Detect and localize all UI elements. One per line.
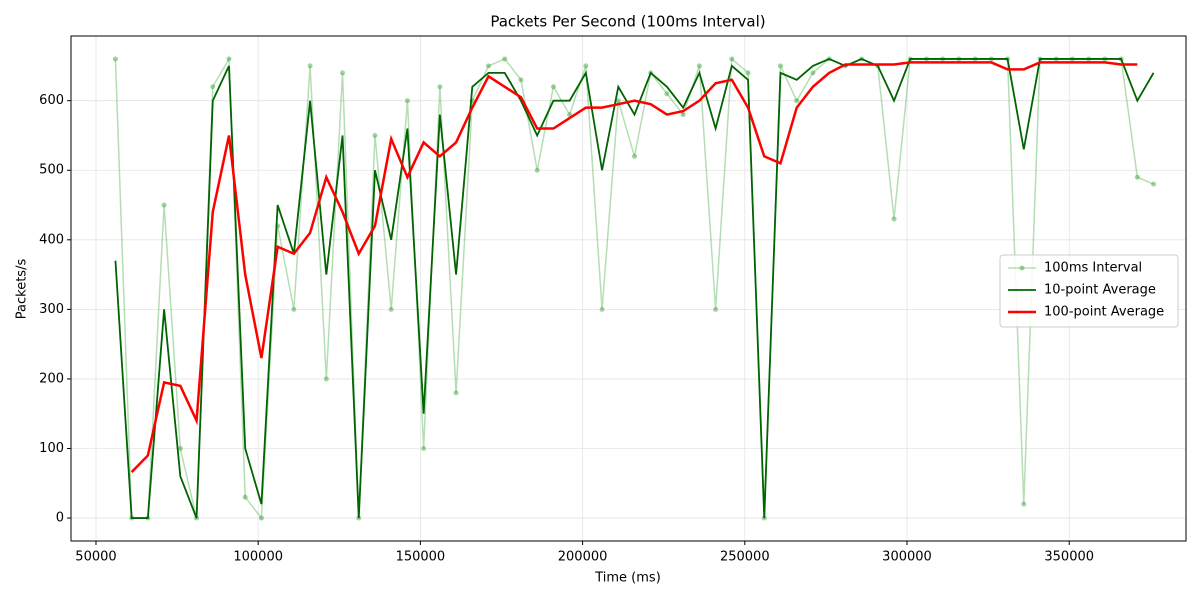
series-line — [130, 61, 1138, 474]
point — [518, 77, 524, 83]
x-tick-label: 200000 — [558, 550, 608, 565]
y-axis-label: Packets/s — [15, 259, 30, 320]
point — [340, 70, 346, 76]
legend-box — [999, 254, 1179, 328]
point — [713, 306, 719, 312]
point — [696, 63, 702, 69]
point — [291, 306, 297, 312]
legend-marker — [1019, 265, 1025, 271]
y-tick-label: 300 — [39, 302, 64, 317]
point — [388, 306, 394, 312]
point — [550, 84, 556, 90]
x-tick-label: 350000 — [1044, 550, 1094, 565]
point — [1151, 181, 1157, 187]
point — [680, 112, 686, 118]
point — [307, 63, 313, 69]
point — [729, 56, 735, 62]
y-tick-label: 400 — [39, 232, 64, 247]
y-tick-label: 100 — [39, 441, 64, 456]
point — [437, 84, 443, 90]
plot-frame — [70, 35, 1187, 542]
point — [599, 306, 605, 312]
x-tick-label: 250000 — [720, 550, 770, 565]
point — [210, 84, 216, 90]
point — [891, 216, 897, 222]
legend-label: 100-point Average — [1044, 305, 1164, 320]
point — [177, 445, 183, 451]
point — [323, 376, 329, 382]
x-tick-label: 100000 — [233, 550, 283, 565]
legend-label: 100ms Interval — [1044, 261, 1142, 276]
point — [632, 153, 638, 159]
x-tick-label: 300000 — [882, 550, 932, 565]
point — [534, 167, 540, 173]
point — [258, 515, 264, 521]
point — [372, 132, 378, 138]
x-tick-label: 150000 — [396, 550, 446, 565]
point — [502, 56, 508, 62]
point — [421, 445, 427, 451]
point — [810, 70, 816, 76]
series-line — [114, 57, 1155, 519]
y-tick-label: 600 — [39, 93, 64, 108]
point — [615, 98, 621, 104]
point — [226, 56, 232, 62]
point — [242, 494, 248, 500]
point — [404, 98, 410, 104]
point — [794, 98, 800, 104]
chart-title: Packets Per Second (100ms Interval) — [490, 13, 765, 31]
point — [664, 91, 670, 97]
y-tick-label: 500 — [39, 163, 64, 178]
point — [161, 202, 167, 208]
x-axis-label: Time (ms) — [594, 571, 661, 586]
point — [453, 390, 459, 396]
point — [777, 63, 783, 69]
point — [583, 63, 589, 69]
y-tick-label: 200 — [39, 371, 64, 386]
y-tick-label: 0 — [56, 511, 64, 526]
point — [745, 70, 751, 76]
point — [112, 56, 118, 62]
point — [1021, 501, 1027, 507]
legend-label: 10-point Average — [1044, 283, 1156, 298]
legend: 100ms Interval 10-point Average 100-point … — [999, 254, 1179, 328]
point — [486, 63, 492, 69]
point — [1134, 174, 1140, 180]
x-tick-label: 50000 — [75, 550, 116, 565]
